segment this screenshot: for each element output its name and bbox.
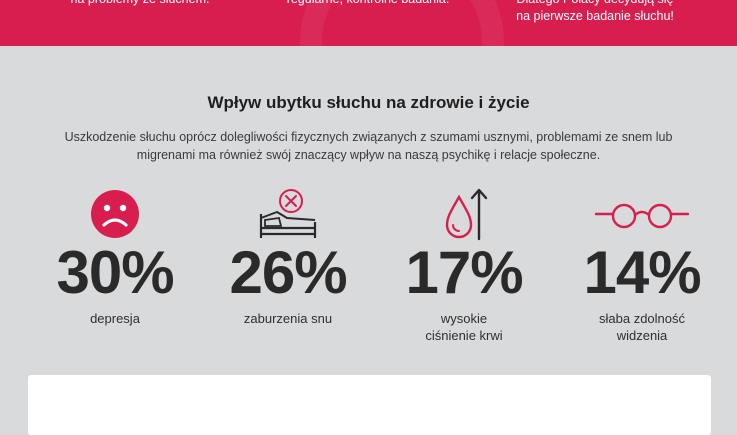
content-card	[28, 375, 711, 435]
stat-value: 26%	[229, 239, 347, 306]
stat-depression: 30% depresja	[40, 188, 190, 327]
blood-drop-arrow-icon	[445, 188, 488, 241]
bed-cross-icon	[259, 189, 317, 238]
banner-text-left: na problemy ze słuchem.	[60, 0, 220, 8]
sad-face-icon	[91, 190, 139, 238]
banner-text-right-line2: na pierwsze badanie słuchu!	[516, 9, 674, 23]
stat-label: zaburzenia snu	[243, 311, 333, 326]
stat-high-blood-pressure: 17% wysokie ciśnienie krwi	[389, 188, 539, 344]
stat-sleep-disorders: 26% zaburzenia snu	[213, 188, 363, 327]
top-banner: na problemy ze słuchem. regularne, kontr…	[0, 0, 737, 46]
banner-text-center: regularne, kontrolne badania.	[278, 0, 458, 8]
stat-value: 17%	[405, 239, 523, 306]
stat-poor-vision: 14% słaba zdolność widzenia	[567, 188, 717, 344]
glasses-icon	[594, 203, 690, 229]
stat-value: 14%	[583, 239, 701, 306]
stat-value: 30%	[56, 239, 174, 306]
stat-label: słaba zdolność widzenia	[599, 311, 685, 343]
section-title: Wpływ ubytku słuchu na zdrowie i życie	[207, 93, 530, 112]
section-intro: Uszkodzenie słuchu oprócz dolegliwości f…	[64, 130, 673, 162]
banner-text-right: Dlatego Polacy decydują się na pierwsze …	[490, 0, 700, 25]
stat-label: wysokie ciśnienie krwi	[425, 311, 503, 343]
banner-text-right-line1: Dlatego Polacy decydują się	[490, 0, 700, 8]
stat-label: depresja	[90, 311, 140, 326]
banner-decoration	[300, 0, 504, 46]
